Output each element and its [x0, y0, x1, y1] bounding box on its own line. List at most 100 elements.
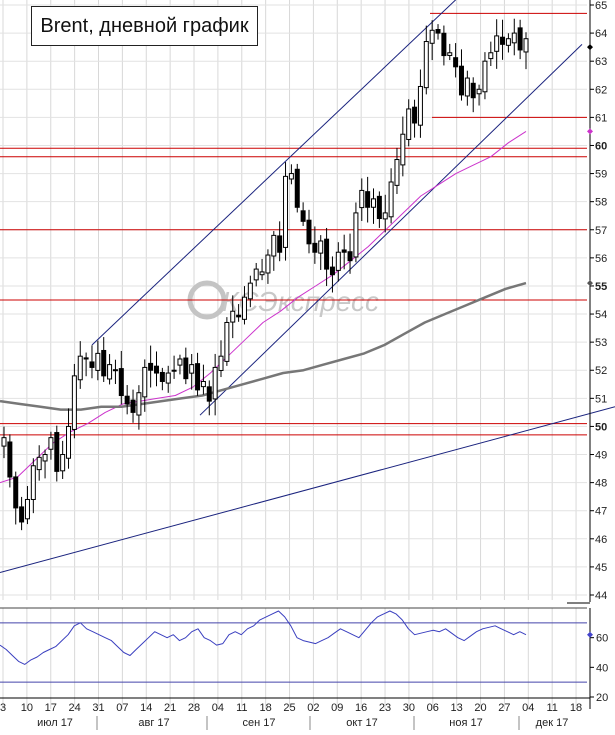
price-tick-label: 59: [595, 169, 607, 181]
osc-tick-label: 40: [596, 662, 608, 674]
support-resistance-levels: [0, 12, 587, 436]
candle-body: [89, 361, 95, 368]
candle-body: [159, 371, 165, 382]
candle-body: [353, 212, 359, 258]
candle-body: [423, 41, 429, 89]
candle-body: [441, 32, 447, 57]
candle-body: [206, 386, 212, 402]
candle-body: [36, 456, 42, 471]
candle-body: [136, 392, 142, 416]
candle-body: [365, 191, 371, 208]
candle-body: [24, 498, 30, 520]
price-tick-label: 57: [595, 225, 607, 237]
candle-body: [382, 212, 388, 220]
month-tick-label: авг 17: [138, 717, 169, 729]
price-tick-label: 65: [595, 0, 607, 12]
candle-body: [130, 399, 136, 413]
day-tick-label: 14: [140, 702, 152, 714]
candle-body: [394, 159, 400, 186]
day-tick-label: 23: [379, 702, 391, 714]
candle-body: [400, 133, 406, 166]
candle-body: [112, 369, 118, 372]
candle-body: [341, 249, 347, 253]
candle-body: [142, 366, 148, 398]
oscillator-panel: 20 40 60: [0, 607, 608, 709]
candle-body: [371, 198, 377, 208]
candle-body: [230, 310, 236, 323]
price-tick-label: 58: [595, 197, 607, 209]
ma-fast-line: [0, 130, 527, 484]
candle-body: [153, 365, 159, 374]
day-tick-label: 28: [188, 702, 200, 714]
month-tick-label: июл 17: [37, 717, 73, 729]
channel-upper: [91, 0, 457, 346]
candle-body: [458, 65, 464, 96]
candle-body: [500, 36, 506, 45]
candle-body: [259, 271, 265, 276]
candle-body: [388, 181, 394, 218]
price-tick-label: 47: [595, 506, 607, 518]
price-axis: 44 45 46 47 48 49 50 51 52 53 54 55 56 57 58 59 60 61 62 63…: [567, 0, 607, 604]
day-tick-label: 10: [21, 702, 33, 714]
candle-body: [464, 77, 470, 97]
candle-body: [77, 355, 83, 381]
candle-body: [224, 321, 230, 362]
candle-body: [494, 35, 500, 52]
candle-body: [1, 437, 7, 447]
day-tick-label: 06: [427, 702, 439, 714]
candle-body: [247, 282, 253, 300]
price-tick-label: 52: [595, 365, 607, 377]
day-tick-label: 04: [522, 702, 534, 714]
candle-body: [470, 82, 476, 99]
month-tick-label: ноя 17: [449, 717, 482, 729]
candle-body: [189, 364, 195, 374]
long-trend-line: [0, 406, 615, 574]
candle-body: [19, 506, 25, 523]
month-tick-label: окт 17: [346, 717, 377, 729]
price-tick-label: 55: [595, 281, 607, 293]
day-tick-label: 17: [45, 702, 57, 714]
candle-body: [288, 173, 294, 180]
candle-body: [324, 238, 330, 270]
candle-body: [218, 355, 224, 371]
candle-body: [523, 38, 529, 53]
candle-body: [7, 441, 13, 478]
price-tick-label: 44: [595, 590, 607, 602]
price-tick-label: 61: [595, 112, 607, 124]
candle-body: [265, 254, 271, 274]
candle-body: [447, 52, 453, 56]
price-tick-label: 51: [595, 393, 607, 405]
day-tick-label: 09: [331, 702, 343, 714]
candle-body: [124, 395, 130, 405]
candle-body: [148, 362, 154, 371]
day-tick-label: 11: [236, 702, 247, 714]
price-tick-label: 53: [595, 337, 607, 349]
price-marker: [587, 280, 593, 287]
candle-body: [101, 349, 107, 377]
osc-marker: [587, 631, 593, 638]
candle-body: [107, 364, 113, 380]
month-tick-label: сен 17: [243, 717, 276, 729]
candle-body: [359, 189, 365, 209]
candle-body: [412, 106, 418, 124]
price-tick-label: 64: [595, 28, 607, 40]
day-tick-label: 27: [498, 702, 510, 714]
candle-body: [505, 38, 511, 46]
price-tick-label: 56: [595, 253, 607, 265]
candle-body: [435, 29, 441, 34]
candle-body: [253, 268, 259, 281]
candle-body: [376, 195, 382, 220]
price-tick-label: 45: [595, 562, 607, 574]
price-tick-label: 62: [595, 84, 607, 96]
candle-body: [417, 85, 423, 126]
candle-body: [54, 432, 60, 472]
candle-body: [271, 234, 277, 257]
price-tick-label: 54: [595, 309, 607, 321]
candle-body: [83, 357, 89, 360]
price-tick-label: 63: [595, 56, 607, 68]
osc-tick-label: 60: [596, 633, 608, 645]
grid: [0, 0, 587, 709]
candle-body: [66, 425, 72, 459]
day-tick-label: 11: [546, 702, 557, 714]
